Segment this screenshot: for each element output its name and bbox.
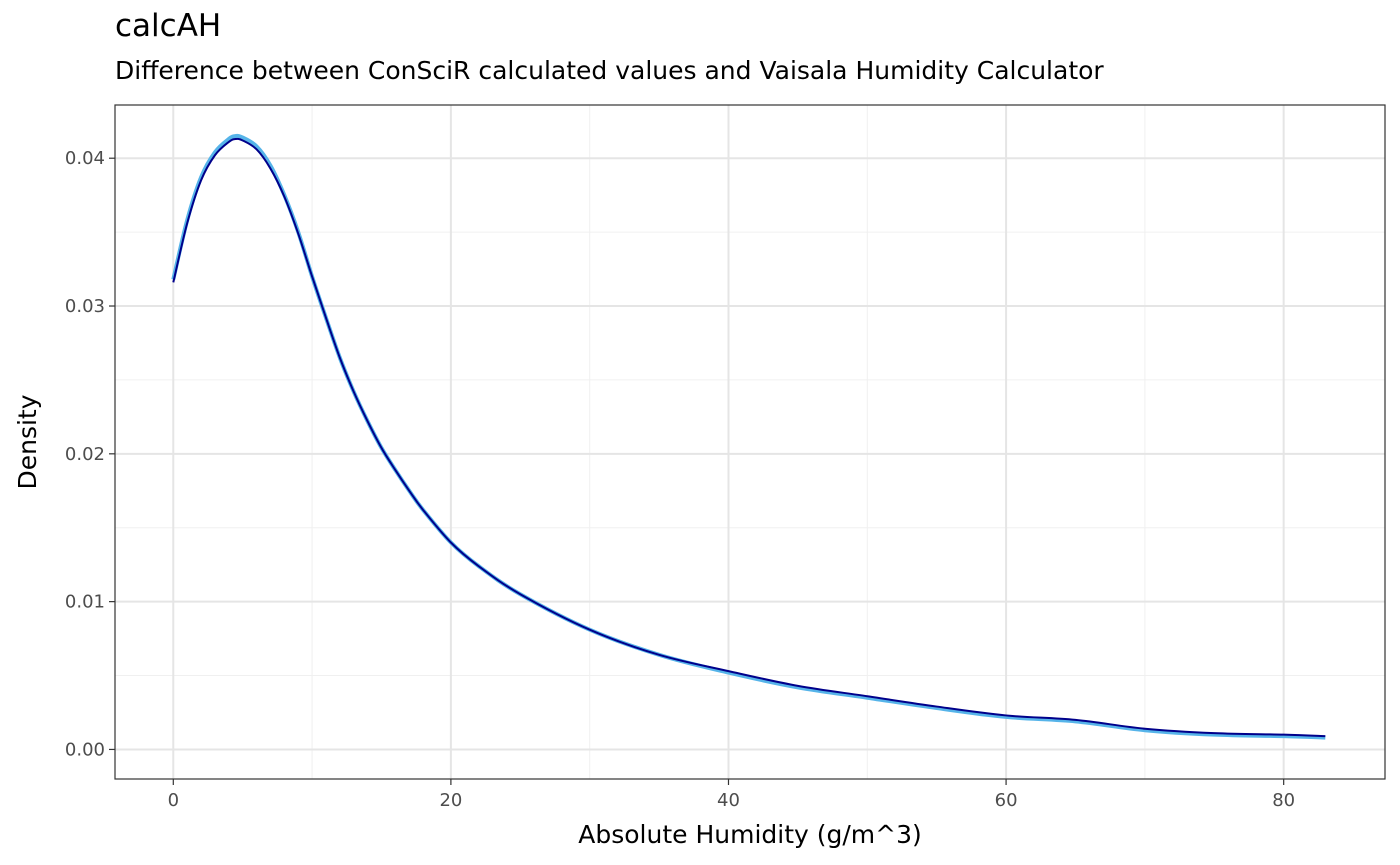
y-tick-label: 0.00 bbox=[65, 739, 105, 760]
density-line-2 bbox=[172, 137, 1326, 738]
x-tick-label: 60 bbox=[995, 790, 1018, 811]
chart-title: calcAH bbox=[115, 8, 222, 44]
y-tick-label: 0.04 bbox=[65, 148, 105, 169]
y-axis-title: Density bbox=[13, 394, 42, 489]
y-tick-label: 0.02 bbox=[65, 444, 105, 465]
y-tick-label: 0.01 bbox=[65, 592, 105, 613]
panel-border bbox=[114, 104, 1386, 780]
x-tick-label: 40 bbox=[717, 790, 740, 811]
axis-ticks: 0 20 40 60 80 0.00 0.01 0.02 0.03 0.04 bbox=[65, 148, 1295, 811]
grid-lines bbox=[115, 105, 1385, 779]
x-tick-label: 20 bbox=[439, 790, 462, 811]
x-axis-title: Absolute Humidity (g/m^3) bbox=[578, 820, 922, 849]
density-line-1 bbox=[171, 133, 1326, 740]
series-lines bbox=[171, 133, 1326, 740]
y-tick-label: 0.03 bbox=[65, 296, 105, 317]
x-tick-label: 0 bbox=[168, 790, 179, 811]
x-tick-label: 80 bbox=[1272, 790, 1295, 811]
chart-subtitle: Difference between ConSciR calculated va… bbox=[115, 56, 1104, 85]
